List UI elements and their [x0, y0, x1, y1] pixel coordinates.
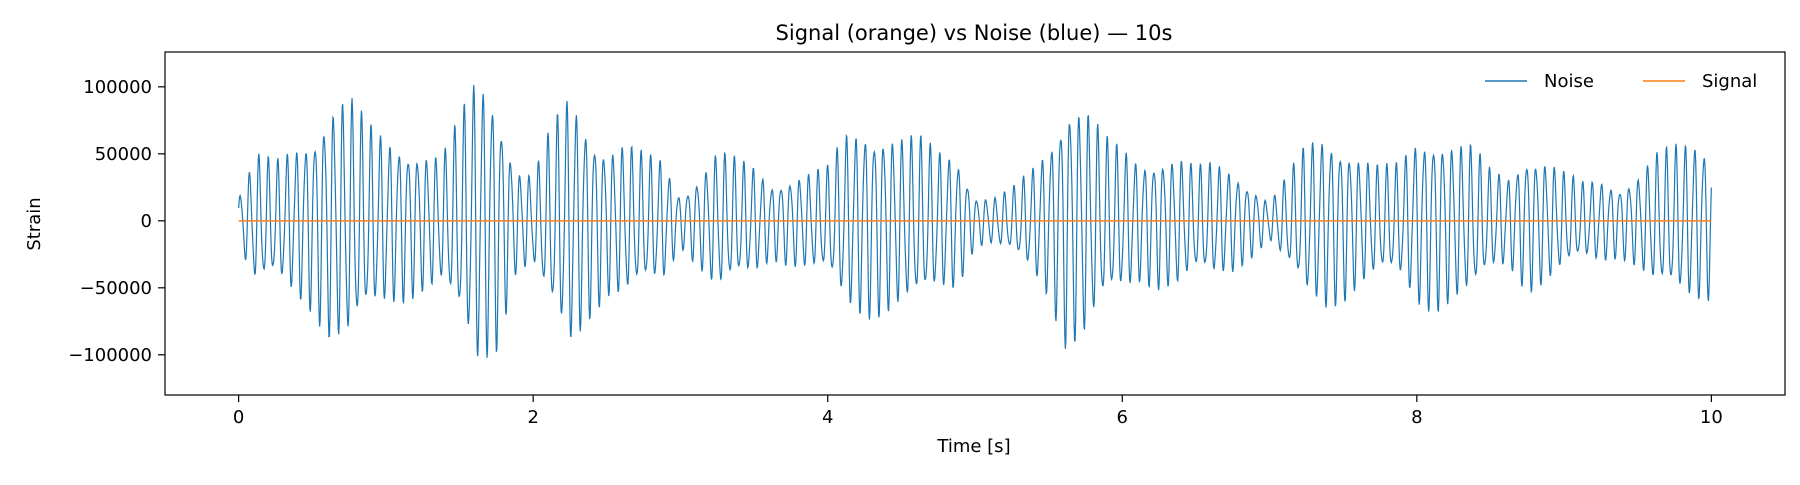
x-tick-label: 10	[1700, 407, 1723, 428]
legend-signal-label: Signal	[1702, 71, 1757, 92]
plot-frame	[164, 51, 1786, 396]
y-axis-label: Strain	[24, 197, 45, 250]
x-axis: 0 2 4 6 8 10	[233, 395, 1723, 428]
y-tick-label: 50000	[95, 144, 152, 165]
x-tick-label: 0	[233, 407, 244, 428]
y-tick-label: −50000	[80, 278, 152, 299]
legend-noise-label: Noise	[1544, 71, 1594, 92]
y-tick-label: −100000	[68, 345, 152, 366]
series-noise-line	[238, 84, 1712, 358]
plot-layer	[238, 84, 1712, 358]
x-axis-label: Time [s]	[936, 436, 1010, 457]
y-tick-label: 100000	[83, 77, 152, 98]
x-tick-label: 8	[1411, 407, 1422, 428]
x-tick-label: 2	[527, 407, 538, 428]
y-axis: 100000 50000 0 −50000 −100000	[68, 77, 165, 366]
legend: Noise Signal	[1485, 71, 1757, 92]
chart-title: Signal (orange) vs Noise (blue) — 10s	[776, 21, 1173, 45]
x-tick-label: 4	[822, 407, 833, 428]
x-tick-label: 6	[1117, 407, 1128, 428]
y-tick-label: 0	[141, 211, 152, 232]
